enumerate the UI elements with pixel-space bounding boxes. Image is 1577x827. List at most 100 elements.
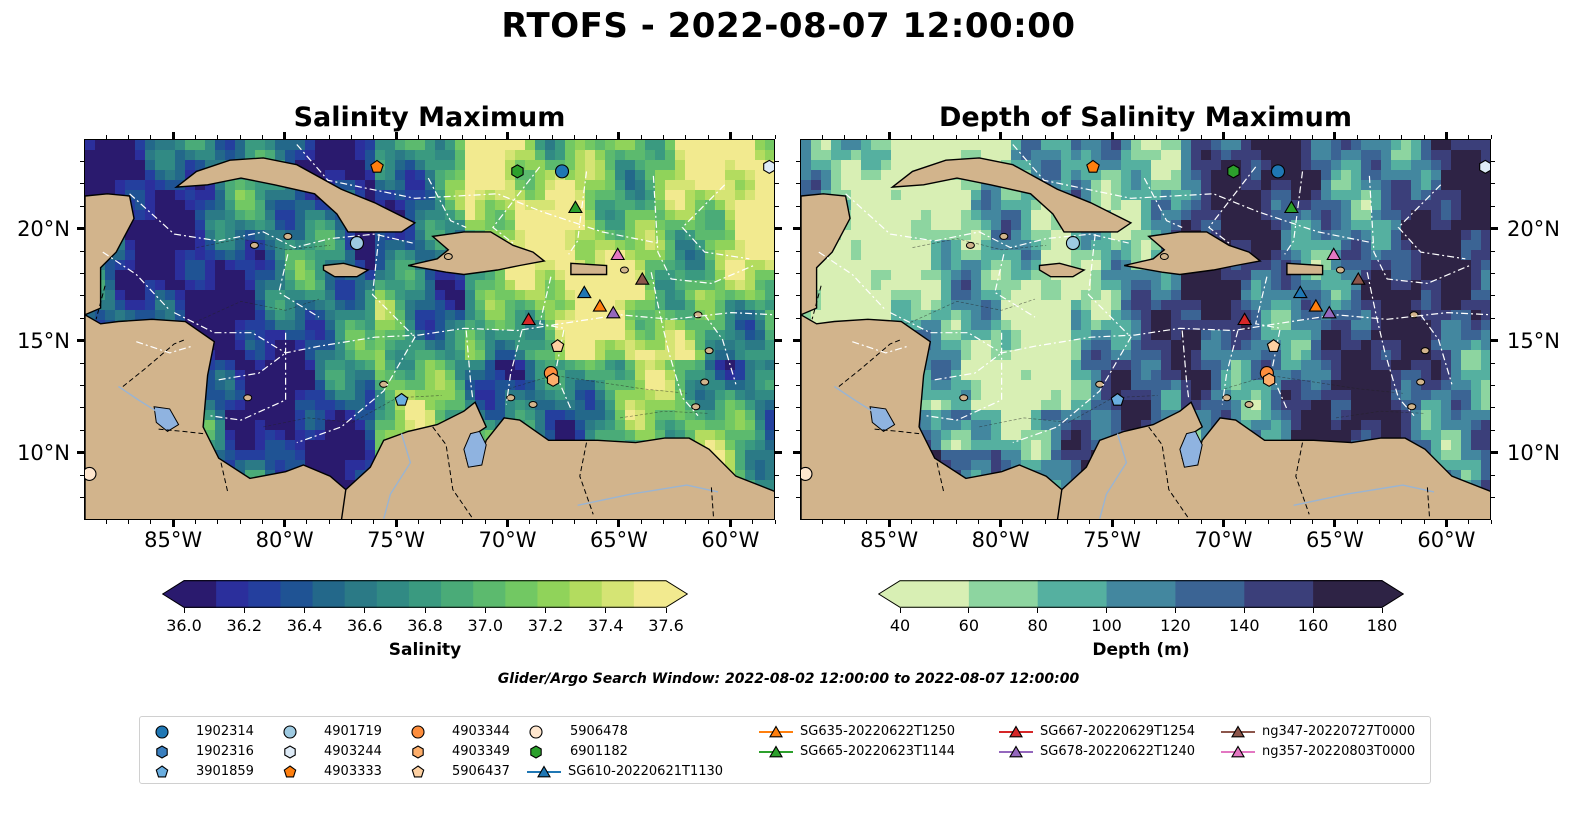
lake-maracaibo [1179, 430, 1203, 468]
x-minor-tick [417, 520, 419, 524]
x-minor-tick [1156, 520, 1158, 524]
x-minor-tick [1133, 135, 1135, 139]
x-minor-tick [1445, 520, 1447, 524]
x-minor-tick [507, 520, 509, 524]
colorbar-tick-mark [1312, 608, 1314, 613]
legend-swatch [1221, 745, 1255, 758]
x-minor-tick [440, 135, 442, 139]
salinity-colorbar-svg [161, 580, 689, 608]
salinity-colorbar-tick: 36.0 [166, 616, 202, 635]
x-minor-tick [1445, 135, 1447, 139]
legend-swatch [530, 745, 542, 759]
x-minor-tick [1111, 135, 1113, 139]
colorbar-tick-mark [364, 608, 366, 613]
x-minor-tick [194, 135, 196, 139]
colorbar-tick-mark [304, 608, 305, 613]
x-minor-tick [596, 135, 598, 139]
legend-swatch [759, 725, 793, 738]
lake-nicaragua [869, 406, 896, 433]
x-minor-tick [1312, 135, 1314, 139]
marker-6901182 [511, 164, 524, 179]
depth-colorbar [877, 580, 1405, 608]
y-minor-tick [1491, 474, 1495, 476]
x-minor-tick [910, 520, 912, 524]
x-minor-tick [1000, 135, 1002, 139]
marker-1902314 [1270, 164, 1286, 179]
x-minor-tick [1133, 520, 1135, 524]
land-cuba [174, 157, 417, 233]
colorbar-tick-mark [1037, 608, 1039, 613]
x-minor-tick [618, 520, 620, 524]
x-minor-tick [306, 135, 308, 139]
colorbar-tick-mark [545, 608, 546, 613]
x-tick-label: 65°W [1305, 528, 1364, 552]
x-minor-tick [663, 135, 665, 139]
legend-label: 4901719 [324, 724, 382, 739]
y-tick-label-left: 15°N [17, 328, 70, 353]
x-tick-label: 80°W [255, 528, 314, 552]
x-minor-tick [821, 135, 823, 139]
marker-SG665-20220623T1144 [1283, 200, 1299, 214]
x-minor-tick [417, 135, 419, 139]
legend-swatch [999, 725, 1033, 738]
marker-6901182 [1227, 164, 1240, 179]
legend-swatch [156, 745, 168, 759]
y-minor-tick [775, 272, 779, 274]
y-minor-tick [80, 183, 84, 185]
x-minor-tick [1178, 135, 1180, 139]
x-minor-tick [462, 135, 464, 139]
depth-colorbar-tick: 160 [1297, 616, 1329, 635]
legend-label: 4903333 [324, 764, 382, 779]
x-minor-tick [640, 520, 642, 524]
x-minor-tick [910, 135, 912, 139]
land-hispaniola [408, 231, 546, 276]
y-minor-tick [80, 205, 84, 207]
salinity-colorbar-tick: 36.2 [226, 616, 263, 635]
marker-ng347-20220727T0000 [634, 271, 650, 285]
land [85, 157, 774, 519]
x-minor-tick [440, 520, 442, 524]
x-minor-tick [172, 520, 174, 524]
x-minor-tick [373, 520, 375, 524]
x-minor-tick [618, 135, 620, 139]
x-minor-tick [596, 520, 598, 524]
land-puerto-rico [570, 262, 608, 276]
y-minor-tick [796, 183, 800, 185]
y-minor-tick [80, 272, 84, 274]
x-minor-tick [821, 520, 823, 524]
x-minor-tick [977, 520, 979, 524]
x-minor-tick [105, 135, 107, 139]
x-tick-label: 60°W [1417, 528, 1476, 552]
colorbar-tick-mark [243, 608, 245, 613]
land-yucatan [85, 193, 135, 316]
x-minor-tick [1044, 135, 1046, 139]
colorbar-tick-mark [183, 608, 185, 613]
x-minor-tick [707, 135, 709, 139]
x-minor-tick [707, 520, 709, 524]
y-minor-tick [775, 205, 779, 207]
marker-5906478 [85, 466, 97, 481]
x-minor-tick [1289, 135, 1291, 139]
x-minor-tick [1356, 135, 1358, 139]
depth-colorbar-tick: 60 [958, 616, 980, 635]
x-tick-label: 65°W [589, 528, 648, 552]
legend-label: ng357-20220803T0000 [1262, 744, 1416, 759]
y-tick-mark [775, 451, 782, 455]
x-minor-tick [239, 135, 241, 139]
x-tick-label: 85°W [144, 528, 203, 552]
y-minor-tick [80, 295, 84, 297]
y-minor-tick [80, 317, 84, 319]
y-minor-tick [796, 407, 800, 409]
marker-SG667-20220629T1254 [1237, 312, 1253, 326]
legend-label: SG678-20220622T1240 [1040, 744, 1196, 759]
x-minor-tick [1200, 135, 1202, 139]
y-tick-mark [793, 339, 800, 343]
legend: 1902314 1902316 3901859 4901719 4903244 49033… [139, 716, 1431, 784]
x-minor-tick [239, 520, 241, 524]
x-minor-tick [1490, 520, 1492, 524]
x-minor-tick [640, 135, 642, 139]
depth-map-canvas [801, 140, 1490, 519]
depth-colorbar-tick: 40 [889, 616, 911, 635]
x-minor-tick [977, 135, 979, 139]
legend-swatch [283, 725, 297, 739]
